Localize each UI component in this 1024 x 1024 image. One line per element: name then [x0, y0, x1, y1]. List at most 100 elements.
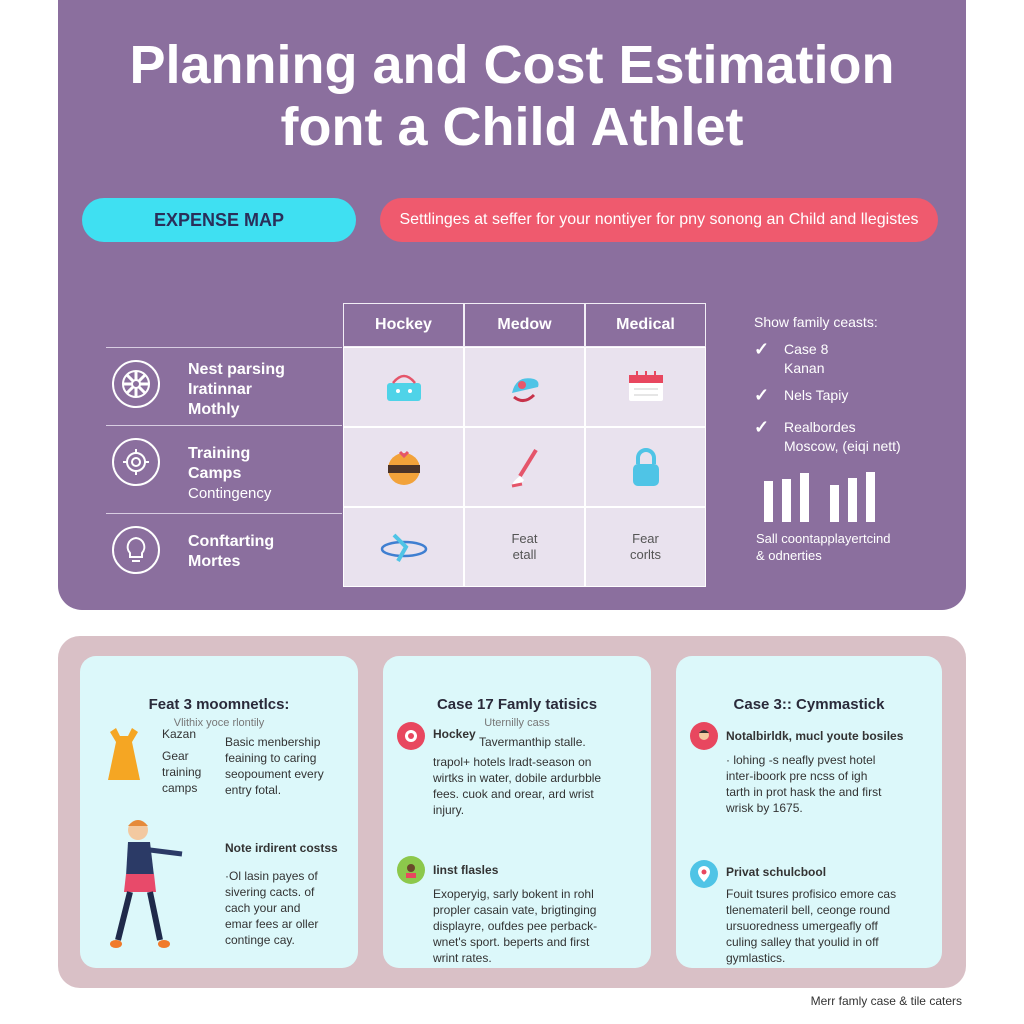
card-3-item2-4: culing salley that youlid in off: [726, 935, 879, 949]
card-2-item2-5: wrint rates.: [433, 951, 492, 965]
child-athlete-icon: [110, 820, 183, 948]
card-2-item1-2: trapol+ hotels lradt-season on: [433, 755, 592, 769]
dress-icon: [108, 728, 140, 780]
cell-medical-3-line-1: Fear: [632, 531, 659, 546]
cell-medow-3[interactable]: Feat etall: [464, 507, 585, 587]
calendar-icon: [628, 371, 663, 401]
card-1-block1-3: seopoument every: [225, 767, 324, 781]
card-1-block1-1: Basic menbership: [225, 735, 321, 749]
bar-mark: [782, 479, 791, 522]
page-title: Planning and Cost Estimation font a Chil…: [58, 34, 966, 158]
cell-medical-3-line-2: corlts: [629, 547, 662, 562]
expense-map-button[interactable]: EXPENSE MAP: [82, 198, 356, 242]
card-2-item2-1: Exoperyig, sarly bokent in rohl: [433, 887, 594, 901]
card-3-item1-title: Notalbirldk, mucl youte bosiles: [726, 729, 904, 743]
card-1-block2-2: sivering cacts. of: [225, 885, 315, 899]
card-1-block2-1: ·Ol lasin payes of: [225, 869, 318, 883]
card-2-item1-title: Hockey: [433, 727, 476, 741]
bar-mark: [764, 481, 773, 522]
card-2-item1-4: fees. cuok and orear, ard wrist: [433, 787, 594, 801]
footer-caption: Merr famly case & tile caters: [810, 994, 962, 1008]
card-2-item2-3: displayre, oufdes pee perback-: [433, 919, 598, 933]
row-2-line-2: Camps: [188, 465, 242, 482]
check-icon: ✓: [754, 417, 770, 437]
card-1[interactable]: Feat 3 moomnetlcs: Vlithix yoce rlontily…: [80, 656, 358, 968]
card-3-item2-title: Privat schulcbool: [726, 865, 827, 879]
check-1-line-2: Kanan: [784, 360, 825, 376]
card-2-item1-1: Tavermanthip stalle.: [479, 735, 586, 749]
card-1-left-4: camps: [162, 781, 198, 795]
row-label-2: Training Camps Contingency: [106, 425, 342, 503]
check-1-line-1: Case 8: [784, 341, 829, 357]
bar-mark: [848, 478, 857, 522]
check-icon: ✓: [754, 385, 770, 405]
check-3-line-2: Moscow, (eiqi nett): [784, 438, 901, 454]
bar-mark: [800, 473, 809, 522]
row-label-1: Nest parsing Iratinnar Mothly: [106, 347, 342, 425]
row-label-3: Conftarting Mortes: [106, 513, 342, 591]
bar-mark: [830, 485, 839, 522]
row-1-line-3: Mothly: [188, 401, 240, 418]
lock-icon: [632, 448, 659, 486]
gear-icon: [112, 438, 160, 486]
row-1-line-2: Iratinnar: [188, 381, 253, 398]
card-1-block2-5: continge cay.: [225, 933, 295, 947]
cell-medow-1[interactable]: [464, 347, 585, 427]
card-1-block2-title: Note irdirent costss: [225, 841, 338, 855]
card-3-item2-3: ursuoredness umergeafly off: [726, 919, 878, 933]
card-3[interactable]: Case 3:: Cymmastick Notalbirldk, mucl yo…: [676, 656, 942, 968]
cell-medical-1[interactable]: [585, 347, 706, 427]
card-1-block1-2: feaining to caring: [225, 751, 317, 765]
skate-icon: [511, 378, 538, 402]
card-3-title: Case 3:: Cymmastick: [733, 696, 885, 713]
cell-hockey-3[interactable]: [343, 507, 464, 587]
cell-medical-2[interactable]: [585, 427, 706, 507]
cell-medow-3-line-1: Feat: [511, 531, 538, 546]
bar-mark: [866, 472, 875, 522]
card-1-left-3: training: [162, 765, 202, 779]
cell-medow-3-line-2: etall: [512, 547, 537, 562]
column-header-medow[interactable]: Medow: [464, 303, 585, 347]
title-line-2: font a Child Athlet: [280, 97, 744, 157]
card-2-item2-4: wnet's sport. beperts and first: [433, 935, 590, 949]
wheel-icon: [112, 360, 160, 408]
bottom-panel: Feat 3 moomnetlcs: Vlithix yoce rlontily…: [58, 636, 966, 988]
card-3-item2-1: Fouit tsures profisico emore cas: [726, 887, 897, 901]
card-1-block1-4: entry fotal.: [225, 783, 282, 797]
check-icon: ✓: [754, 339, 770, 359]
side-title: Show family ceasts:: [754, 314, 878, 330]
lightbulb-icon: [112, 526, 160, 574]
cell-hockey-1[interactable]: [343, 347, 464, 427]
card-1-left-2: Gear: [162, 749, 189, 763]
column-header-medical[interactable]: Medical: [585, 303, 706, 347]
avatar-icon: [690, 722, 718, 750]
cell-medow-2[interactable]: [464, 427, 585, 507]
card-2-item1-3: wirtks in water, dobile ardurbble: [433, 771, 602, 785]
title-line-1: Planning and Cost Estimation: [129, 35, 895, 95]
card-3-item2-2: tlenemateril bell, ceonge round: [726, 903, 891, 917]
row-2-line-3: Contingency: [188, 485, 272, 502]
card-2-subtitle: Uternilly cass: [484, 717, 550, 729]
banner-pill[interactable]: Settlinges at seffer for your nontiyer f…: [380, 198, 938, 242]
cell-medical-3[interactable]: Fear corlts: [585, 507, 706, 587]
side-foot-line-1: Sall coontapplayertcind: [756, 531, 891, 546]
card-3-item1-2: inter-iboork pre ncss of igh: [726, 769, 868, 783]
card-2-item2-title: Iinst flasles: [433, 863, 499, 877]
card-2[interactable]: Case 17 Famly tatisics Uternilly cass Ho…: [383, 656, 651, 968]
brush-icon: [511, 448, 538, 488]
card-1-title: Feat 3 moomnetlcs:: [148, 696, 290, 713]
card-1-left-1: Kazan: [162, 727, 197, 741]
cell-hockey-2[interactable]: [343, 427, 464, 507]
row-2-line-1: Training: [188, 445, 251, 462]
card-3-item1-4: wrisk by 1675.: [726, 801, 803, 815]
check-3-line-1: Realbordes: [784, 419, 856, 435]
card-3-item1-3: tarth in prot hask the and first: [726, 785, 882, 799]
location-pin-icon: [690, 860, 718, 888]
row-1-line-1: Nest parsing: [188, 361, 285, 378]
card-3-item1-1: · lohing -s neafly pvest hotel: [726, 753, 876, 767]
card-2-item2-2: propler casain vate, brigtinging: [433, 903, 597, 917]
avatar-icon: [397, 856, 425, 884]
column-header-hockey[interactable]: Hockey: [343, 303, 464, 347]
check-2-line-1: Nels Tapiy: [784, 387, 849, 403]
plane-icon: [380, 533, 427, 562]
